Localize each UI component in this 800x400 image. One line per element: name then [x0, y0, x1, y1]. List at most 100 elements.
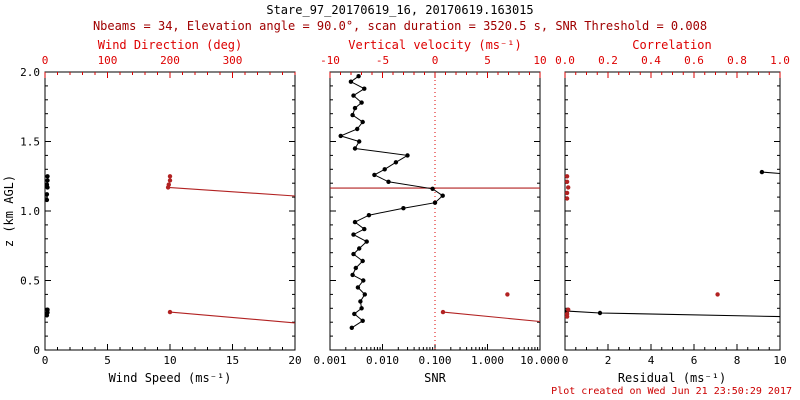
tick-label: 0: [562, 354, 569, 367]
snr-profile-point: [353, 265, 358, 271]
tick-label: 1.0: [20, 205, 40, 218]
tick-label: 0.8: [727, 54, 747, 67]
tick-label: 15: [226, 354, 239, 367]
residual-point: [759, 169, 765, 175]
panel-frame: [564, 71, 781, 351]
snr-profile-point: [338, 133, 343, 139]
axis-title-snr: SNR: [424, 371, 446, 385]
snr-profile-point: [361, 278, 366, 283]
snr-profile-point: [430, 186, 435, 191]
wind-direction-point: [165, 185, 171, 190]
snr-profile-point: [359, 306, 364, 311]
snr-profile-point: [362, 86, 367, 91]
snr-profile-point: [357, 139, 362, 144]
tick-label: 0: [432, 54, 439, 67]
axis-title-z: z (km AGL): [2, 175, 16, 247]
correlation-point: [564, 196, 570, 201]
snr-profile-point: [372, 172, 377, 178]
tick-label: 0.5: [20, 275, 40, 288]
wind-direction-point: [167, 178, 173, 183]
snr-profile-point: [366, 213, 372, 218]
snr-profile-point: [362, 292, 367, 297]
axis-title-wind-direction: Wind Direction (deg): [98, 38, 243, 52]
panel-wind: 00.51.01.52.00 5 10 15 200 100 200 300: [20, 54, 302, 367]
tick-label: 5: [484, 54, 491, 67]
tick-label: 100: [98, 54, 118, 67]
wind-direction-point: [167, 174, 173, 179]
snr-profile-point: [432, 200, 438, 205]
wind-speed-point: [44, 197, 50, 203]
snr-profile-point: [351, 93, 356, 98]
residual-point: [597, 310, 603, 316]
tick-label: 1.0: [770, 54, 790, 67]
plot-created-timestamp: Plot created on Wed Jun 21 23:50:29 2017: [551, 386, 792, 397]
snr-profile-point: [360, 258, 365, 264]
correlation-point: [564, 190, 570, 196]
snr-profile-point: [360, 318, 365, 323]
snr-profile-point: [351, 232, 356, 237]
panel-residual: 0 2 4 6 8 10 0.0 0.2 0.4 0.6 0.8 1.0: [555, 54, 790, 367]
tick-label: 0: [42, 54, 49, 67]
tick-label: 2: [605, 354, 612, 367]
tick-label: 4: [648, 354, 655, 367]
snr-profile-point: [359, 100, 364, 105]
snr-profile-point: [351, 251, 356, 257]
tick-label: 0.2: [598, 54, 618, 67]
snr-profile-point: [405, 153, 410, 158]
snr-profile-point: [401, 206, 406, 211]
tick-label: 10.000: [520, 354, 560, 367]
page-subtitle: Nbeams = 34, Elevation angle = 90.0°, sc…: [93, 19, 707, 33]
tick-label: -5: [376, 54, 389, 67]
snr-profile-point: [386, 179, 391, 184]
tick-label: 5: [104, 354, 111, 367]
axis-title-vertical-velocity: Vertical velocity (ms⁻¹): [348, 38, 521, 52]
panel-snr: 0.001 0.010 0.100 1.000 10.000 -10 -5 0 5 10: [313, 54, 559, 367]
wind-speed-point: [45, 178, 50, 183]
tick-label: 300: [223, 54, 243, 67]
snr-profile-point: [350, 112, 355, 118]
tick-label: 0.010: [366, 354, 399, 367]
wind-speed-point: [45, 185, 50, 190]
correlation-point: [715, 292, 720, 297]
snr-profile-point: [356, 74, 361, 79]
correlation-point: [564, 174, 570, 179]
correlation-point: [564, 314, 570, 319]
snr-profile-point: [362, 226, 367, 232]
tick-label: 1.5: [20, 136, 40, 149]
snr-profile-point: [358, 299, 363, 304]
wind-direction-point: [167, 309, 173, 315]
snr-profile-point: [352, 146, 358, 151]
snr-profile-point: [440, 193, 445, 198]
wind-speed-point: [44, 192, 50, 197]
tick-label: 0.100: [418, 354, 451, 367]
tick-label: 1.000: [471, 354, 504, 367]
tick-label: -10: [320, 54, 340, 67]
vertical-velocity-point: [440, 309, 446, 315]
snr-profile-point: [364, 239, 369, 244]
snr-profile-point: [348, 79, 354, 84]
tick-label: 0.6: [684, 54, 704, 67]
wind-speed-point: [45, 174, 50, 179]
correlation-point: [564, 179, 570, 184]
wind-direction-line: [169, 311, 296, 324]
snr-profile-point: [355, 285, 361, 290]
snr-profile-point: [350, 272, 355, 278]
snr-profile-point: [352, 219, 358, 225]
snr-profile-point: [352, 311, 357, 317]
tick-label: 2.0: [20, 66, 40, 79]
snr-profile-point: [349, 325, 354, 330]
snr-profile-point: [357, 246, 362, 251]
tick-label: 0.001: [313, 354, 346, 367]
tick-label: 20: [288, 354, 301, 367]
page-title: Stare_97_20170619_16, 20170619.163015: [266, 3, 533, 17]
snr-profile-point: [382, 167, 387, 172]
wind-direction-line: [168, 186, 296, 197]
panel-frame: [44, 71, 296, 351]
wind-speed-point: [44, 313, 50, 318]
tick-label: 0.4: [641, 54, 661, 67]
tick-label: 0: [42, 354, 49, 367]
snr-profile-point: [393, 160, 399, 165]
correlation-point: [566, 307, 571, 312]
axis-title-residual: Residual (ms⁻¹): [618, 371, 726, 385]
